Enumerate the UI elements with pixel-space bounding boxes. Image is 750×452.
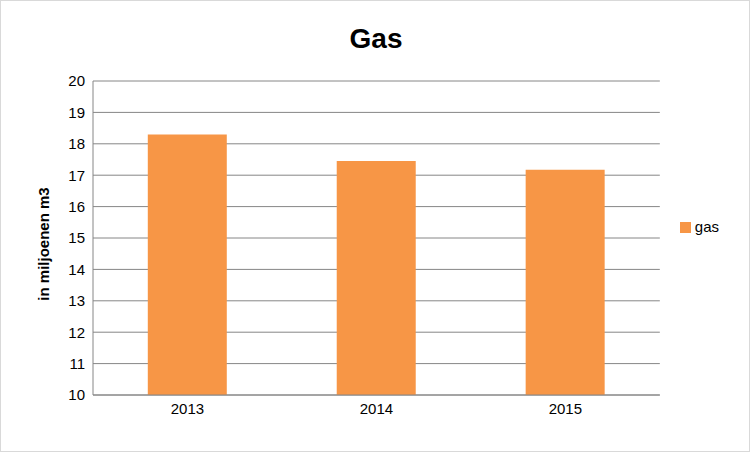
svg-text:13: 13 xyxy=(68,292,85,309)
svg-text:2015: 2015 xyxy=(549,400,582,417)
html-text:gas: gas xyxy=(694,217,719,235)
html-text:Gas: Gas xyxy=(349,23,403,54)
svg-text:10: 10 xyxy=(68,386,85,403)
svg-text:2014: 2014 xyxy=(360,400,393,417)
svg-text:2013: 2013 xyxy=(171,400,204,417)
svg-text:11: 11 xyxy=(69,355,85,372)
svg-text:17: 17 xyxy=(68,167,85,184)
svg-text:19: 19 xyxy=(68,104,85,121)
svg-text:14: 14 xyxy=(68,261,85,278)
svg-text:20: 20 xyxy=(68,72,85,89)
svg-text:18: 18 xyxy=(68,135,85,152)
svg-text:16: 16 xyxy=(68,198,85,215)
svg-text:12: 12 xyxy=(68,324,85,341)
svg-text:15: 15 xyxy=(68,229,85,246)
html-text:in miljoenen m3: in miljoenen m3 xyxy=(34,187,52,301)
